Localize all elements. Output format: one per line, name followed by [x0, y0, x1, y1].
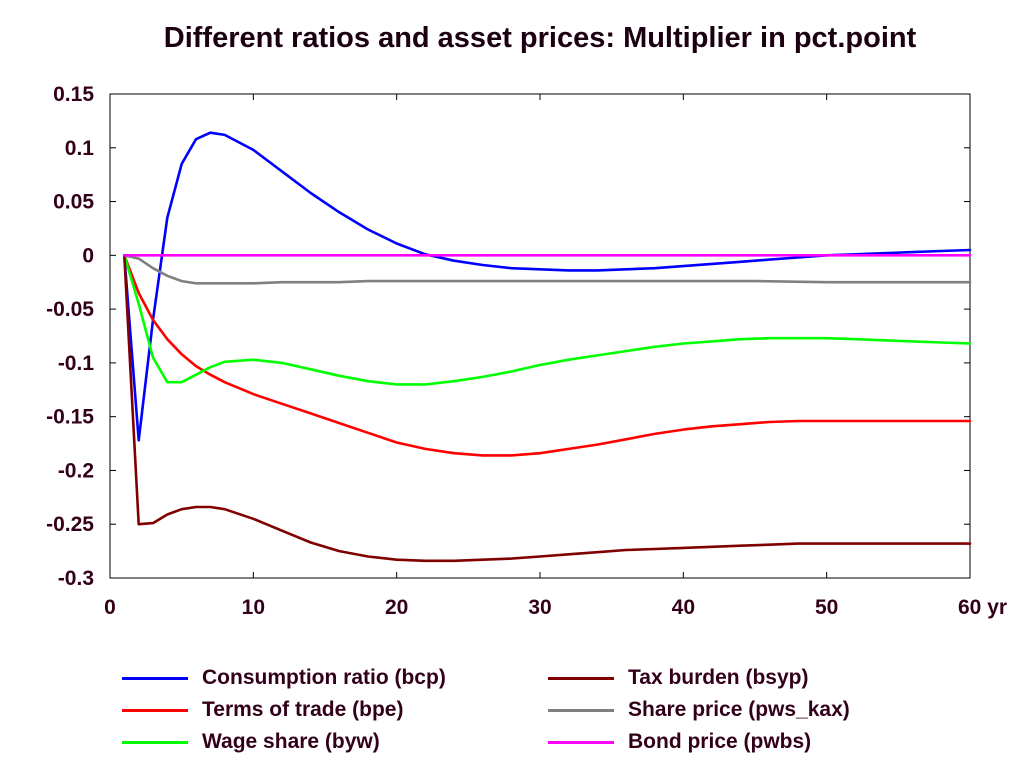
y-tick-label: 0.15	[53, 83, 94, 106]
legend-swatch	[122, 740, 188, 744]
legend: Consumption ratio (bcp) Terms of trade (b…	[0, 660, 1024, 770]
legend-label: Share price (pws_kax)	[628, 698, 850, 721]
legend-item-wage-share-byw: Wage share (byw)	[122, 726, 380, 758]
legend-label: Terms of trade (bpe)	[202, 698, 404, 721]
x-tick-label: 20	[385, 596, 408, 619]
x-tick-label: 30	[528, 596, 551, 619]
legend-swatch	[122, 676, 188, 680]
legend-swatch	[548, 676, 614, 680]
plot-frame	[109, 93, 971, 579]
legend-swatch	[548, 708, 614, 712]
legend-swatch	[122, 708, 188, 712]
legend-label: Wage share (byw)	[202, 730, 380, 753]
legend-swatch	[548, 740, 614, 744]
y-tick-label: -0.25	[46, 513, 94, 536]
x-axis: 0 10 20 30 40 50 60 yr	[104, 94, 1007, 619]
x-tick-label: 50	[815, 596, 838, 619]
y-tick-label: -0.2	[58, 459, 94, 482]
plot-area-border	[109, 93, 971, 579]
legend-item-consumption-ratio-bcp: Consumption ratio (bcp)	[122, 662, 446, 694]
y-tick-label: -0.15	[46, 406, 94, 429]
y-tick-label: 0.1	[65, 137, 95, 160]
y-tick-label: -0.1	[58, 352, 95, 375]
series-line-share-price-pws-kax	[123, 254, 972, 285]
legend-label: Tax burden (bsyp)	[628, 666, 809, 689]
series-line-wage-share-byw	[123, 254, 972, 386]
line-chart: 0 10 20 30 40 50 60 yr 0.15 0.1 0.05 0 -0.05 -0.1 -0…	[46, 83, 1007, 619]
x-tick-label: 0	[104, 596, 116, 619]
x-tick-label: 10	[242, 596, 265, 619]
y-axis: 0.15 0.1 0.05 0 -0.05 -0.1 -0.15 -0.2 -0.25 -0.3	[46, 83, 970, 590]
series-line-tax-burden-bsyp	[123, 254, 972, 563]
y-tick-label: -0.3	[58, 567, 94, 590]
x-tick-label: 40	[672, 596, 695, 619]
legend-item-share-price-pws-kax: Share price (pws_kax)	[548, 694, 850, 726]
x-tick-label: 60 yr	[958, 596, 1007, 619]
series-group	[123, 131, 972, 563]
y-tick-label: 0.05	[53, 191, 94, 214]
legend-item-tax-burden-bsyp: Tax burden (bsyp)	[548, 662, 808, 694]
y-tick-label: 0	[82, 244, 94, 267]
legend-item-terms-of-trade-bpe: Terms of trade (bpe)	[122, 694, 403, 726]
legend-item-bond-price-pwbs: Bond price (pwbs)	[548, 726, 811, 758]
legend-label: Consumption ratio (bcp)	[202, 666, 446, 689]
series-line-terms-of-trade-bpe	[123, 254, 972, 457]
y-tick-label: -0.05	[46, 298, 94, 321]
chart-title: Different ratios and asset prices: Multi…	[163, 22, 917, 54]
legend-label: Bond price (pwbs)	[628, 730, 812, 753]
